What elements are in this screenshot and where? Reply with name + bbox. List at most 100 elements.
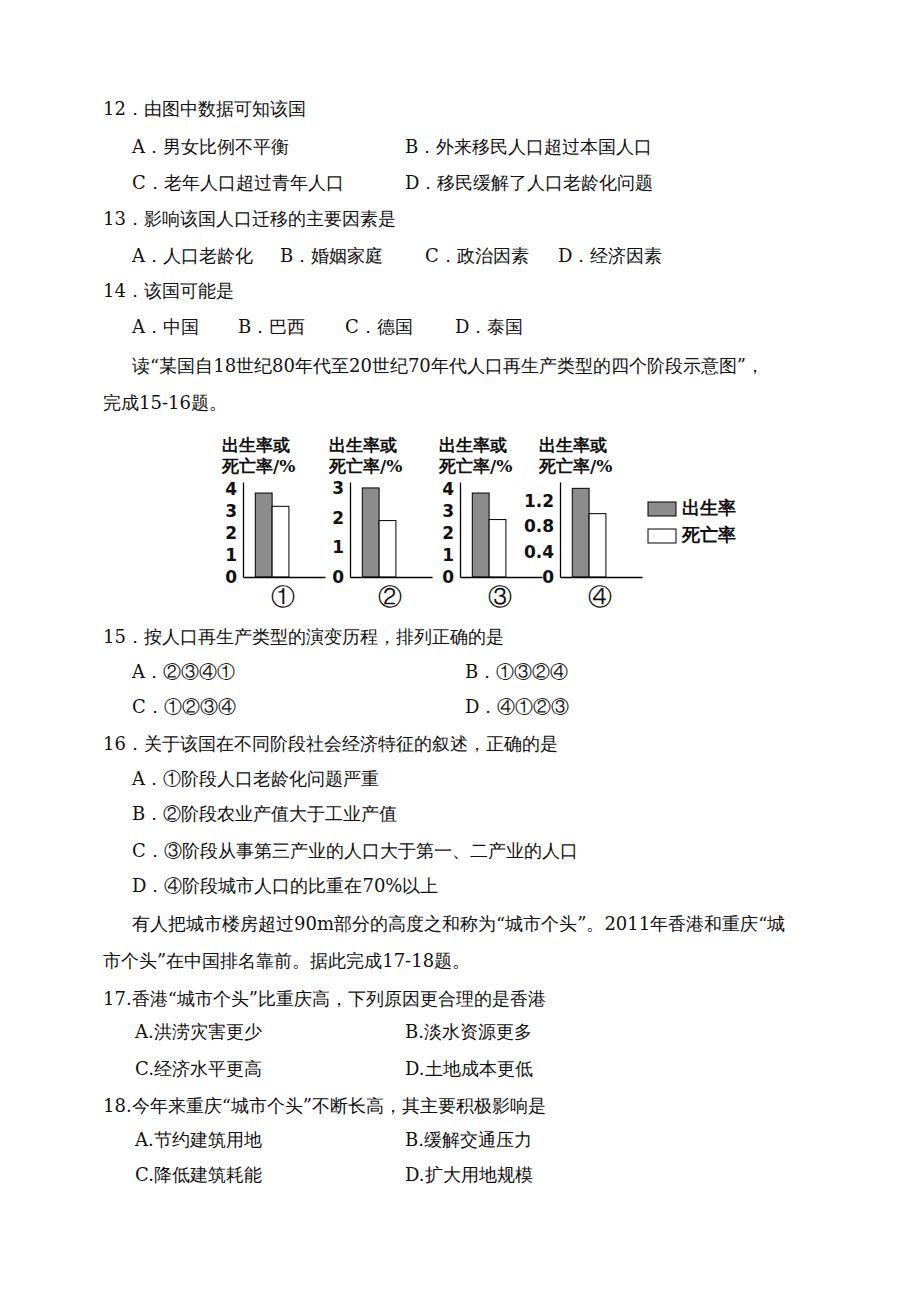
y-tick: 0 [442,567,460,587]
chart-panel: 0 0.4 0.8 1.2 出生率或死亡率/% ④ [524,435,643,611]
question: 16．关于该国在不同阶段社会经济特征的叙述，正确的是 A．①阶段人口老龄化问题严重… [103,733,578,896]
tick-label: 1.2 [524,491,554,511]
y-tick: 1.2 [524,491,560,511]
question: 14．该国可能是A．中国B．巴西C．德国D．泰国 [103,280,523,337]
option: A.洪涝灾害更少 [134,1021,262,1042]
bar [379,521,396,577]
option: C.降低建筑耗能 [135,1164,262,1185]
option: A．①阶段人口老龄化问题严重 [131,768,379,789]
option: B．②阶段农业产值大于工业产值 [132,803,397,824]
paragraph: 有人把城市楼房超过90m部分的高度之和称为“城市个头”。2011年香港和重庆“城… [103,913,785,971]
option: A．人口老龄化 [131,245,253,266]
question-stem: 16．关于该国在不同阶段社会经济特征的叙述，正确的是 [103,733,558,754]
option: D．移民缓解了人口老龄化问题 [405,172,653,193]
y-tick: 2 [442,523,460,543]
option: C.经济水平更高 [135,1058,262,1079]
bar [255,493,272,577]
question-stem: 18.今年来重庆“城市个头”不断长高，其主要积极影响是 [103,1095,546,1116]
axis-line [244,577,326,578]
option: B．①③②④ [465,661,568,682]
paragraph-line: 完成15-16题。 [103,392,227,413]
y-tick: 4 [442,479,460,499]
legend-label: 死亡率 [681,524,736,545]
document: 12．由图中数据可知该国A．男女比例不平衡B．外来移民人口超过本国人口C．老年人… [103,98,785,1185]
axis-title: 死亡率/% [438,456,512,476]
y-tick: 0.8 [524,516,560,536]
question: 13．影响该国人口迁移的主要因素是A．人口老龄化B．婚姻家庭C．政治因素D．经济… [103,208,662,266]
tick-label: 0.8 [524,516,554,536]
option: B．婚姻家庭 [280,245,383,266]
bar [572,488,589,577]
y-tick: 1 [332,537,350,557]
axis-title: 出生率或 [329,435,397,455]
paragraph-line: 读“某国自18世纪80年代至20世纪70年代人口再生产类型的四个阶段示意图”， [132,355,764,376]
bars [472,493,506,577]
legend-swatch [648,502,676,516]
tick-label: 2 [225,523,237,543]
option: D．泰国 [455,316,523,337]
question: 18.今年来重庆“城市个头”不断长高，其主要积极影响是A.节约建筑用地B.缓解交… [103,1095,546,1185]
question: 15．按人口再生产类型的演变历程，排列正确的是A．②③④①B．①③②④C．①②③… [103,626,569,717]
bar [272,506,289,577]
tick-label: 0 [225,567,237,587]
bar [362,488,379,577]
x-axis [351,577,433,579]
y-axis: 01234 [225,479,243,587]
option: D.土地成本更低 [405,1058,533,1079]
option: A．中国 [131,316,199,337]
bar [472,493,489,577]
question: 12．由图中数据可知该国A．男女比例不平衡B．外来移民人口超过本国人口C．老年人… [103,98,653,193]
x-axis [461,577,543,579]
option: D.扩大用地规模 [405,1164,533,1185]
option: B.缓解交通压力 [405,1129,532,1150]
y-tick: 0 [542,567,560,587]
y-tick: 4 [225,479,243,499]
axis-title: 出生率或 [439,435,507,455]
question-stem: 14．该国可能是 [103,280,234,301]
question-stem: 13．影响该国人口迁移的主要因素是 [103,208,396,229]
tick-label: 4 [442,479,454,499]
tick-label: 3 [442,501,454,521]
tick-label: 1 [442,545,454,565]
y-tick: 1 [442,545,460,565]
axis-line [351,577,433,578]
tick-label: 4 [225,479,237,499]
axis-line [461,577,543,578]
legend: 出生率死亡率 [648,497,736,545]
question-stem: 17.香港“城市个头”比重庆高，下列原因更合理的是香港 [103,988,546,1009]
y-tick: 3 [442,501,460,521]
x-axis [561,577,643,579]
y-tick: 0 [332,567,350,587]
tick-label: 3 [332,478,344,498]
page: 12．由图中数据可知该国A．男女比例不平衡B．外来移民人口超过本国人口C．老年人… [0,0,920,1300]
option: D．④①②③ [465,696,569,717]
tick-label: 3 [225,501,237,521]
tick-label: 2 [442,523,454,543]
tick-label: 0 [332,567,344,587]
option: C．老年人口超过青年人口 [132,172,344,193]
option: D．④阶段城市人口的比重在70%以上 [132,875,438,896]
panel-label: ③ [488,583,512,611]
option: C．政治因素 [425,245,529,266]
chart-panel: 01234出生率或死亡率/%① [221,435,326,611]
tick-label: 0.4 [524,542,554,562]
option: B．外来移民人口超过本国人口 [405,136,652,157]
panel-label: ① [271,583,295,611]
paragraph-line: 市个头”在中国排名靠前。据此完成17-18题。 [103,950,470,971]
y-tick: 0 [225,567,243,587]
tick-label: 2 [332,508,344,528]
axis-title: 出生率或 [539,435,607,455]
question-stem: 12．由图中数据可知该国 [103,98,306,119]
option: C．③阶段从事第三产业的人口大于第一、二产业的人口 [132,840,578,861]
panel-label: ④ [588,583,612,611]
bars [362,488,396,577]
chart-panel: 0123出生率或死亡率/%② [328,435,433,611]
y-tick: 3 [332,478,350,498]
legend-label: 出生率 [682,497,736,518]
option: C．①②③④ [132,696,236,717]
y-tick: 3 [225,501,243,521]
legend-swatch [648,529,676,543]
question: 17.香港“城市个头”比重庆高，下列原因更合理的是香港A.洪涝灾害更少B.淡水资… [103,988,546,1079]
axis-title: 死亡率/% [538,456,612,476]
question-stem: 15．按人口再生产类型的演变历程，排列正确的是 [103,626,504,647]
